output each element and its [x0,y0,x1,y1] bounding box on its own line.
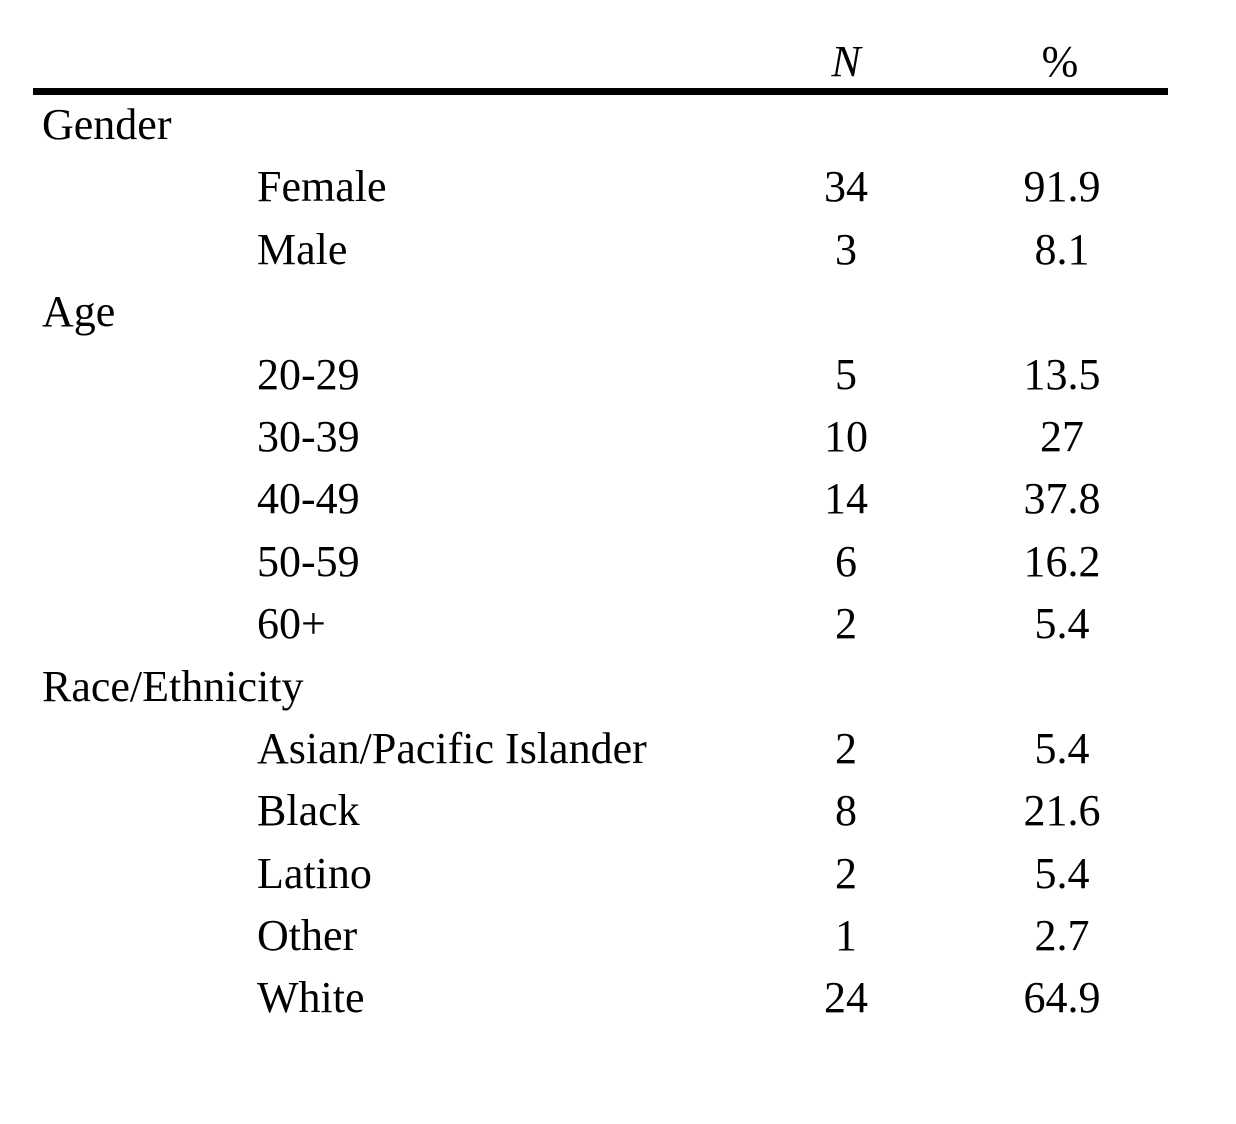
table-body: Gender Female 34 91.9 Male 3 8.1 Age 20-… [0,94,1236,1030]
column-header-percent: % [1041,37,1079,86]
table-row: Black 8 21.6 [0,780,1236,842]
row-n: 2 [835,599,857,649]
row-percent: 37.8 [1023,474,1101,524]
row-percent: 16.2 [1023,536,1101,586]
row-percent: 5.4 [1034,723,1090,773]
group-row-age: Age [0,281,1236,343]
group-row-race-ethnicity: Race/Ethnicity [0,656,1236,718]
table-row: Other 1 2.7 [0,905,1236,967]
row-percent: 8.1 [1034,224,1090,274]
row-label: Male [257,224,348,274]
row-label: 60+ [257,599,326,649]
row-percent: 64.9 [1023,973,1101,1023]
row-label: Female [257,162,387,212]
row-percent: 2.7 [1034,911,1090,961]
row-n: 6 [835,536,857,586]
row-n: 24 [824,973,868,1023]
row-label: Asian/Pacific Islander [257,723,647,773]
row-label: Latino [257,848,372,898]
row-n: 8 [835,786,857,836]
row-n: 5 [835,349,857,399]
row-percent: 5.4 [1034,599,1090,649]
row-n: 14 [824,474,868,524]
column-header-n: N [831,37,861,86]
row-n: 10 [824,411,868,461]
row-label: 20-29 [257,349,360,399]
table-row: Female 34 91.9 [0,156,1236,218]
row-percent: 13.5 [1023,349,1101,399]
table-row: 50-59 6 16.2 [0,531,1236,593]
group-row-gender: Gender [0,94,1236,156]
group-label: Race/Ethnicity [42,661,304,711]
row-percent: 21.6 [1023,786,1101,836]
row-n: 1 [835,911,857,961]
table-row: 20-29 5 13.5 [0,344,1236,406]
table-row: Latino 2 5.4 [0,843,1236,905]
row-n: 3 [835,224,857,274]
row-label: Other [257,911,358,961]
row-n: 34 [824,162,868,212]
table-row: 40-49 14 37.8 [0,468,1236,530]
row-label: 40-49 [257,474,360,524]
table-header-row: N % [0,38,1236,86]
row-label: 30-39 [257,411,360,461]
row-label: 50-59 [257,536,360,586]
table-row: 60+ 2 5.4 [0,593,1236,655]
table-row: 30-39 10 27 [0,406,1236,468]
row-label: Black [257,786,360,836]
row-n: 2 [835,723,857,773]
row-percent: 91.9 [1023,162,1101,212]
table-row: White 24 64.9 [0,967,1236,1029]
group-label: Age [42,287,116,337]
row-n: 2 [835,848,857,898]
group-label: Gender [42,100,172,149]
row-label: White [257,973,365,1023]
header-rule [33,88,1168,95]
table-row: Asian/Pacific Islander 2 5.4 [0,718,1236,780]
row-percent: 5.4 [1034,848,1090,898]
row-percent: 27 [1040,411,1084,461]
table-row: Male 3 8.1 [0,219,1236,281]
